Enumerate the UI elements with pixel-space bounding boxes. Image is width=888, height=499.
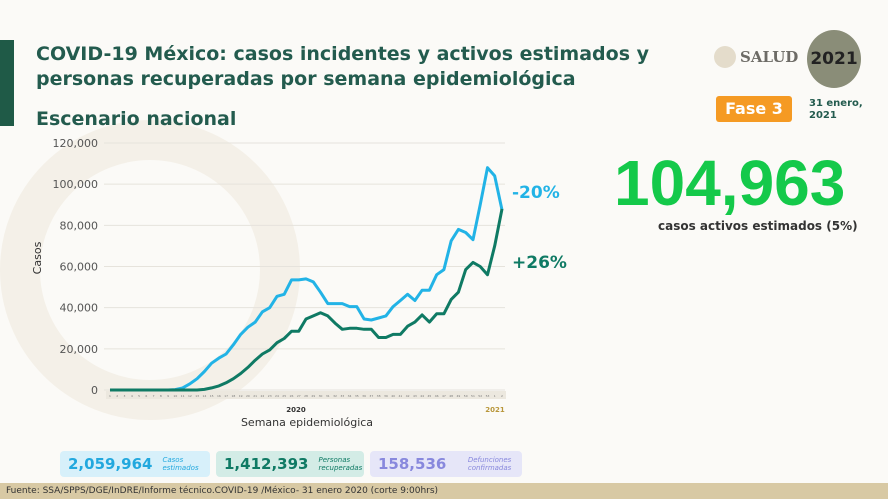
x-tick-label: 32 (333, 394, 337, 398)
x-tick-label: 33 (340, 394, 344, 398)
x-tick-label: 36 (362, 394, 366, 398)
x-tick-label: 29 (311, 394, 315, 398)
x-tick-label: 47 (442, 394, 446, 398)
y-tick-label: 20,000 (60, 343, 99, 356)
recovered-line (110, 208, 504, 392)
source-footer: Fuente: SSA/SPPS/DGE/InDRE/Informe técni… (0, 483, 888, 499)
stat-value: 1,412,393 (224, 455, 309, 473)
x-axis-label: Semana epidemiológica (241, 416, 373, 429)
y-tick-label: 40,000 (60, 302, 99, 315)
year-label-2020: 2020 (286, 406, 306, 414)
y-tick-label: 60,000 (60, 261, 99, 274)
x-tick-label: 30 (319, 394, 323, 398)
x-tick-label: 10 (173, 394, 177, 398)
x-tick-label: 28 (304, 394, 308, 398)
x-tick-label: 15 (210, 394, 214, 398)
x-tick-label: 18 (231, 394, 235, 398)
x-tick-label: 31 (326, 394, 330, 398)
x-tick-label: 1 (494, 394, 496, 398)
x-tick-label: 51 (471, 394, 475, 398)
y-axis-label: Casos (31, 241, 44, 274)
accent-bar (0, 40, 14, 126)
x-tick-label: 16 (217, 394, 221, 398)
x-tick-label: 53 (486, 394, 490, 398)
x-tick-label: 13 (195, 394, 199, 398)
y-tick-label: 100,000 (53, 178, 99, 191)
x-tick-label: 2 (501, 394, 503, 398)
seal-icon (714, 46, 736, 68)
x-tick-label: 38 (377, 394, 381, 398)
x-tick-label: 5 (138, 394, 140, 398)
x-tick-label: 45 (427, 394, 431, 398)
x-tick-label: 24 (275, 394, 279, 398)
page-subtitle: Escenario nacional (36, 108, 237, 130)
year-label-2021: 2021 (485, 406, 505, 414)
x-tick-label: 20 (246, 394, 250, 398)
y-tick-label: 80,000 (60, 219, 99, 232)
phase-badge: Fase 3 (716, 96, 792, 122)
x-tick-label: 46 (435, 394, 439, 398)
x-tick-label: 52 (478, 394, 482, 398)
stat-card-cases: 2,059,964 Casos estimados (60, 451, 210, 477)
x-tick-label: 49 (457, 394, 461, 398)
y-tick-label: 0 (91, 384, 98, 397)
x-tick-label: 11 (181, 394, 185, 398)
stat-value: 2,059,964 (68, 455, 153, 473)
x-tick-label: 3 (124, 394, 126, 398)
x-tick-label: 1 (109, 394, 111, 398)
x-tick-label: 12 (188, 394, 192, 398)
x-tick-label: 23 (268, 394, 272, 398)
x-tick-label: 7 (153, 394, 155, 398)
x-tick-label: 2 (116, 394, 118, 398)
x-tick-label: 48 (449, 394, 453, 398)
x-tick-label: 34 (348, 394, 352, 398)
x-tick-label: 8 (160, 394, 162, 398)
x-tick-label: 17 (224, 394, 228, 398)
x-tick-label: 25 (282, 394, 286, 398)
active-cases-value: 104,963 (614, 147, 846, 219)
x-tick-label: 40 (391, 394, 395, 398)
salud-logo-text: SALUD (740, 48, 799, 66)
x-tick-label: 43 (413, 394, 417, 398)
x-tick-label: 26 (290, 394, 294, 398)
year-2021-logo: 2021 (807, 30, 861, 88)
x-tick-label: 14 (202, 394, 206, 398)
stat-card-deaths: 158,536 Defunciones confirmadas (370, 451, 522, 477)
x-tick-label: 50 (464, 394, 468, 398)
x-tick-label: 35 (355, 394, 359, 398)
x-tick-label: 37 (369, 394, 373, 398)
report-date: 31 enero, 2021 (809, 98, 863, 121)
salud-logo: SALUD (714, 46, 798, 68)
stat-label: Defunciones confirmadas (467, 456, 512, 472)
x-tick-label: 27 (297, 394, 301, 398)
page-title: COVID-19 México: casos incidentes y acti… (36, 43, 650, 90)
cyan-change: -20% (512, 183, 560, 203)
line-chart: 0 20,000 40,000 60,000 80,000 100,000 120,000 1… (31, 137, 506, 429)
x-axis-band (106, 391, 506, 399)
stat-value: 158,536 (378, 455, 447, 473)
x-tick-label: 9 (167, 394, 169, 398)
green-change: +26% (512, 253, 567, 273)
x-tick-label: 42 (406, 394, 410, 398)
x-tick-label: 6 (145, 394, 147, 398)
x-tick-label: 4 (131, 394, 133, 398)
y-tick-label: 120,000 (53, 137, 99, 150)
x-tick-label: 21 (253, 394, 257, 398)
stat-label: Casos estimados (162, 456, 199, 472)
x-tick-label: 41 (398, 394, 402, 398)
active-cases-label: casos activos estimados (5%) (658, 219, 858, 233)
stat-card-recovered: 1,412,393 Personas recuperadas (216, 451, 364, 477)
x-tick-label: 22 (261, 394, 265, 398)
x-tick-label: 44 (420, 394, 424, 398)
x-tick-label: 19 (239, 394, 243, 398)
stat-label: Personas recuperadas (318, 456, 363, 472)
x-tick-label: 39 (384, 394, 388, 398)
